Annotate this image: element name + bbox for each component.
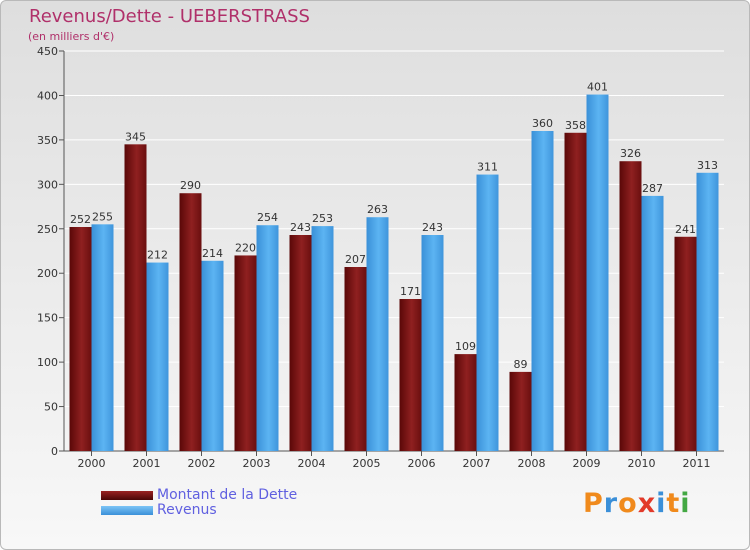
bar-revenue: [421, 235, 444, 451]
axes: 0 50 100 150 200 250 300 350 400 450 2000 2001 2002 2…: [37, 45, 724, 470]
logo-letter: i: [656, 488, 667, 519]
x-tick-label: 2009: [573, 457, 601, 470]
bar-debt: [564, 132, 587, 451]
chart-title: Revenus/Dette - UEBERSTRASS: [29, 6, 310, 27]
y-tick-label: 50: [44, 401, 58, 414]
bar-debt: [454, 354, 477, 451]
proxiti-logo: Proxiti: [583, 488, 691, 519]
bars: [69, 94, 719, 452]
x-tick-label: 2001: [133, 457, 161, 470]
data-label-revenue: 287: [642, 182, 663, 195]
bar-debt: [674, 236, 697, 451]
data-label-revenue: 263: [367, 203, 388, 216]
y-tick-label: 300: [37, 178, 58, 191]
x-tick-label: 2004: [298, 457, 326, 470]
data-label-revenue: 360: [532, 117, 553, 130]
logo-letter: P: [583, 488, 604, 519]
x-tick-label: 2002: [188, 457, 216, 470]
legend-swatch-debt: [101, 491, 153, 500]
bar-debt: [619, 161, 642, 451]
data-label-revenue: 253: [312, 212, 333, 225]
y-tick-label: 0: [51, 445, 58, 458]
data-label-debt: 171: [400, 285, 421, 298]
logo-letter: t: [666, 488, 681, 519]
logo-letter: r: [603, 488, 619, 519]
data-label-debt: 89: [514, 358, 528, 371]
bar-debt: [399, 299, 422, 451]
data-label-revenue: 311: [477, 161, 498, 174]
data-label-debt: 345: [125, 130, 146, 143]
legend-label-revenue: Revenus: [157, 502, 217, 518]
chart-subtitle: (en milliers d'€): [28, 30, 115, 43]
bar-revenue: [91, 224, 114, 451]
y-tick-label: 450: [37, 45, 58, 58]
bar-debt: [509, 371, 532, 451]
data-label-debt: 243: [290, 221, 311, 234]
logo-letter: x: [637, 488, 657, 519]
x-tick-label: 2006: [408, 457, 436, 470]
logo-letter: i: [680, 488, 691, 519]
y-tick-label: 400: [37, 89, 58, 102]
bar-revenue: [696, 172, 719, 451]
data-label-revenue: 401: [587, 81, 608, 94]
bar-debt: [69, 227, 92, 451]
x-tick-label: 2007: [463, 457, 491, 470]
data-label-revenue: 212: [147, 249, 168, 262]
bar-revenue: [531, 131, 554, 451]
data-label-revenue: 255: [92, 210, 113, 223]
data-label-debt: 358: [565, 119, 586, 132]
bar-debt: [179, 193, 202, 451]
x-tick-label: 2000: [78, 457, 106, 470]
bar-revenue: [146, 262, 169, 451]
grid-lines: [64, 50, 724, 452]
bar-revenue: [201, 260, 224, 451]
x-tick-label: 2011: [683, 457, 711, 470]
data-label-debt: 109: [455, 340, 476, 353]
data-label-revenue: 254: [257, 211, 278, 224]
data-label-debt: 290: [180, 179, 201, 192]
y-tick-label: 350: [37, 134, 58, 147]
data-label-revenue: 243: [422, 221, 443, 234]
bar-revenue: [311, 226, 334, 451]
data-label-debt: 241: [675, 223, 696, 236]
x-tick-label: 2005: [353, 457, 381, 470]
data-label-debt: 207: [345, 253, 366, 266]
data-label-debt: 252: [70, 213, 91, 226]
data-label-revenue: 313: [697, 159, 718, 172]
x-tick-label: 2008: [518, 457, 546, 470]
y-tick-label: 200: [37, 267, 58, 280]
bar-revenue: [641, 195, 664, 451]
data-label-debt: 326: [620, 147, 641, 160]
x-tick-label: 2010: [628, 457, 656, 470]
bar-debt: [289, 235, 312, 451]
y-tick-label: 150: [37, 312, 58, 325]
bar-debt: [124, 144, 147, 452]
bar-debt: [344, 267, 367, 451]
y-tick-label: 100: [37, 356, 58, 369]
legend-swatch-revenue: [101, 506, 153, 515]
data-label-debt: 220: [235, 241, 256, 254]
data-label-revenue: 214: [202, 247, 223, 260]
bar-revenue: [476, 174, 499, 452]
x-tick-label: 2003: [243, 457, 271, 470]
bar-revenue: [586, 94, 609, 452]
legend-label-debt: Montant de la Dette: [157, 487, 298, 503]
bar-debt: [234, 255, 257, 451]
bar-revenue: [366, 217, 389, 451]
logo-letter: o: [618, 488, 638, 519]
bar-revenue: [256, 225, 279, 451]
y-tick-label: 250: [37, 223, 58, 236]
